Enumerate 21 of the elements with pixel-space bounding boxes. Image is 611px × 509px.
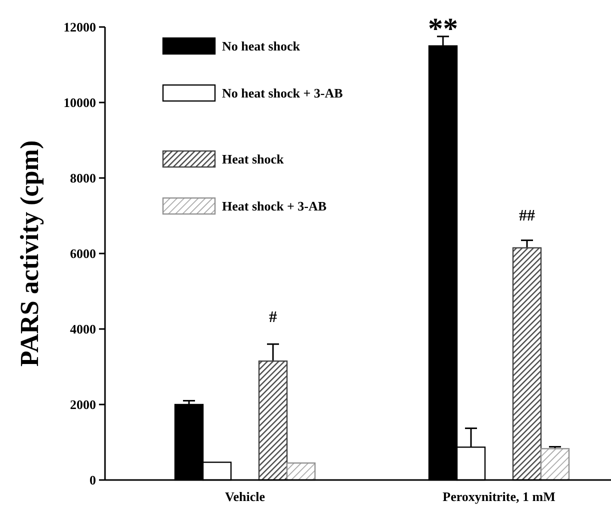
legend-label: Heat shock [222,152,285,167]
y-tick-label: 8000 [70,170,96,186]
x-tick-label: Peroxynitrite, 1 mM [442,489,556,504]
y-tick-label: 12000 [64,20,96,35]
bar [512,247,542,481]
annotation: # [269,309,277,326]
y-tick-label: 4000 [70,322,96,337]
y-tick-label: 6000 [70,246,96,262]
bar [286,462,316,481]
y-tick-label: 0 [90,472,96,488]
x-tick-label: Vehicle [225,489,266,504]
y-tick-label: 2000 [70,397,96,412]
legend-label: No heat shock [222,38,301,54]
annotation: ## [519,207,535,224]
bar [258,360,288,481]
y-tick-label: 10000 [64,95,96,110]
y-axis-title: PARS activity (cpm) [15,140,44,367]
bar [540,448,570,481]
legend-label: No heat shock + 3-AB [222,86,344,101]
legend-label: Heat shock + 3-AB [222,198,327,214]
annotation: ** [428,12,458,46]
